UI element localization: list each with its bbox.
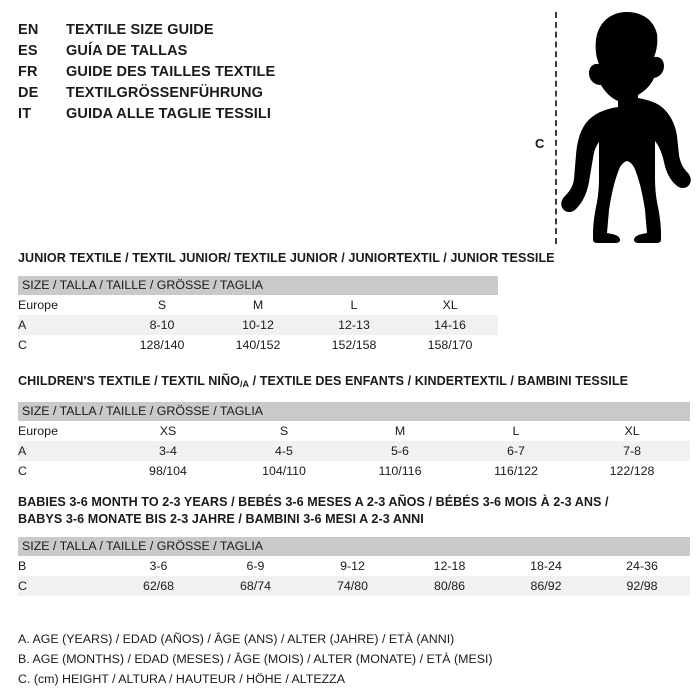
table-row: A 3-4 4-5 5-6 6-7 7-8 [18, 441, 691, 461]
guide-title-it: GUIDA ALLE TAGLIE TESSILI [66, 106, 271, 122]
cell-value: 6-9 [207, 556, 304, 576]
cell-value: XS [110, 421, 226, 441]
toddler-silhouette [561, 12, 691, 243]
cell-value: 158/170 [402, 335, 499, 355]
cell-value: 92/98 [594, 576, 691, 596]
row-label: Europe [18, 421, 110, 441]
guide-title-fr: GUIDE DES TAILLES TEXTILE [66, 64, 276, 80]
guide-title-de: TEXTILGRÖSSENFÜHRUNG [66, 85, 263, 101]
language-row: IT GUIDA ALLE TAGLIE TESSILI [18, 106, 498, 127]
cell-value: M [342, 421, 458, 441]
row-label: Europe [18, 295, 114, 315]
table-row: Europe S M L XL [18, 295, 499, 315]
cell-value: 9-12 [304, 556, 401, 576]
cell-value: 4-5 [226, 441, 342, 461]
babies-size-table: SIZE / TALLA / TAILLE / GRÖSSE / TAGLIA … [18, 537, 691, 596]
children-band-label: SIZE / TALLA / TAILLE / GRÖSSE / TAGLIA [18, 402, 691, 421]
dashed-measurement-line [555, 12, 557, 244]
cell-value: 122/128 [574, 461, 691, 481]
cell-value: 74/80 [304, 576, 401, 596]
measure-label-c: C [535, 136, 545, 151]
legend-line-b: B. AGE (MONTHS) / EDAD (MESES) / ÂGE (MO… [18, 652, 493, 666]
cell-value: 24-36 [594, 556, 691, 576]
section-title-babies-line2: BABYS 3-6 MONATE BIS 2-3 JAHRE / BAMBINI… [18, 512, 424, 526]
language-code-en: EN [18, 22, 39, 38]
cell-value: M [210, 295, 306, 315]
cell-value: 140/152 [210, 335, 306, 355]
language-row: ES GUÍA DE TALLAS [18, 43, 498, 64]
table-band-row: SIZE / TALLA / TAILLE / GRÖSSE / TAGLIA [18, 276, 499, 295]
cell-value: 68/74 [207, 576, 304, 596]
section-title-children-pre: CHILDREN'S TEXTILE / TEXTIL NIÑO [18, 374, 240, 388]
legend-line-a: A. AGE (YEARS) / EDAD (AÑOS) / ÂGE (ANS)… [18, 632, 455, 646]
cell-value: XL [574, 421, 691, 441]
language-title-block: EN TEXTILE SIZE GUIDE ES GUÍA DE TALLAS … [18, 22, 498, 127]
cell-value: 62/68 [110, 576, 207, 596]
table-row: Europe XS S M L XL [18, 421, 691, 441]
cell-value: 3-6 [110, 556, 207, 576]
row-label: B [18, 556, 110, 576]
section-title-children-sub: /A [239, 379, 250, 389]
height-measurement-figure: C [515, 8, 700, 246]
table-band-row: SIZE / TALLA / TAILLE / GRÖSSE / TAGLIA [18, 537, 691, 556]
cell-value: 5-6 [342, 441, 458, 461]
table-row: C 98/104 104/110 110/116 116/122 122/128 [18, 461, 691, 481]
language-row: DE TEXTILGRÖSSENFÜHRUNG [18, 85, 498, 106]
table-row: C 62/68 68/74 74/80 80/86 86/92 92/98 [18, 576, 691, 596]
row-label: C [18, 461, 110, 481]
cell-value: 12-13 [306, 315, 402, 335]
cell-value: 10-12 [210, 315, 306, 335]
cell-value: 8-10 [114, 315, 210, 335]
cell-value: 110/116 [342, 461, 458, 481]
cell-value: S [226, 421, 342, 441]
language-code-es: ES [18, 43, 38, 59]
cell-value: 128/140 [114, 335, 210, 355]
cell-value: 152/158 [306, 335, 402, 355]
section-title-babies-line1: BABIES 3-6 MONTH TO 2-3 YEARS / BEBÉS 3-… [18, 495, 609, 509]
row-label: C [18, 335, 114, 355]
section-title-children: CHILDREN'S TEXTILE / TEXTIL NIÑO/A / TEX… [18, 373, 690, 393]
cell-value: 3-4 [110, 441, 226, 461]
cell-value: XL [402, 295, 499, 315]
row-label: A [18, 441, 110, 461]
junior-size-table: SIZE / TALLA / TAILLE / GRÖSSE / TAGLIA … [18, 276, 499, 355]
language-code-de: DE [18, 85, 39, 101]
cell-value: 7-8 [574, 441, 691, 461]
language-code-it: IT [18, 106, 32, 122]
cell-value: 98/104 [110, 461, 226, 481]
section-babies-textile: BABIES 3-6 MONTH TO 2-3 YEARS / BEBÉS 3-… [18, 494, 691, 596]
section-children-textile: CHILDREN'S TEXTILE / TEXTIL NIÑO/A / TEX… [18, 373, 691, 481]
row-label: C [18, 576, 110, 596]
language-code-fr: FR [18, 64, 38, 80]
table-row: A 8-10 10-12 12-13 14-16 [18, 315, 499, 335]
table-row: C 128/140 140/152 152/158 158/170 [18, 335, 499, 355]
cell-value: 86/92 [498, 576, 594, 596]
cell-value: 104/110 [226, 461, 342, 481]
children-size-table: SIZE / TALLA / TAILLE / GRÖSSE / TAGLIA … [18, 402, 691, 481]
cell-value: L [458, 421, 574, 441]
guide-title-en: TEXTILE SIZE GUIDE [66, 22, 214, 38]
guide-title-es: GUÍA DE TALLAS [66, 43, 188, 59]
legend-line-c: C. (cm) HEIGHT / ALTURA / HAUTEUR / HÖHE… [18, 672, 346, 686]
section-junior-textile: JUNIOR TEXTILE / TEXTIL JUNIOR/ TEXTILE … [18, 250, 555, 355]
cell-value: 12-18 [401, 556, 498, 576]
babies-band-label: SIZE / TALLA / TAILLE / GRÖSSE / TAGLIA [18, 537, 691, 556]
cell-value: L [306, 295, 402, 315]
cell-value: S [114, 295, 210, 315]
row-label: A [18, 315, 114, 335]
cell-value: 6-7 [458, 441, 574, 461]
legend-block: A. AGE (YEARS) / EDAD (AÑOS) / ÂGE (ANS)… [18, 629, 493, 689]
junior-band-label: SIZE / TALLA / TAILLE / GRÖSSE / TAGLIA [18, 276, 499, 295]
table-row: B 3-6 6-9 9-12 12-18 18-24 24-36 [18, 556, 691, 576]
section-title-children-post: / TEXTILE DES ENFANTS / KINDERTEXTIL / B… [249, 374, 629, 388]
language-row: FR GUIDE DES TAILLES TEXTILE [18, 64, 498, 85]
cell-value: 14-16 [402, 315, 499, 335]
cell-value: 80/86 [401, 576, 498, 596]
cell-value: 18-24 [498, 556, 594, 576]
table-band-row: SIZE / TALLA / TAILLE / GRÖSSE / TAGLIA [18, 402, 691, 421]
language-row: EN TEXTILE SIZE GUIDE [18, 22, 498, 43]
cell-value: 116/122 [458, 461, 574, 481]
section-title-junior: JUNIOR TEXTILE / TEXTIL JUNIOR/ TEXTILE … [18, 251, 555, 265]
